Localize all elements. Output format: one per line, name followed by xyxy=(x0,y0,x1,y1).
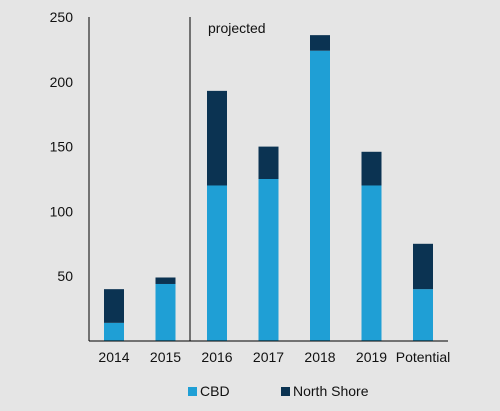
legend: CBD North Shore xyxy=(188,383,369,399)
x-tick-labels: 2014 2015 2016 2017 2018 2019 Potential xyxy=(98,349,450,365)
bar-north-shore-potential xyxy=(413,243,433,290)
bar-north-shore-2017 xyxy=(258,146,279,179)
bar-cbd-2015 xyxy=(155,283,176,341)
bar-cbd-2018 xyxy=(310,50,330,342)
x-tick-label: 2015 xyxy=(150,349,181,365)
bar-cbd-potential xyxy=(413,289,433,341)
bar-cbd-2014 xyxy=(104,322,124,341)
x-tick-label: 2019 xyxy=(356,349,387,365)
x-tick-label: Potential xyxy=(396,349,450,365)
y-tick-label: 200 xyxy=(50,74,74,90)
bar-north-shore-2019 xyxy=(361,151,382,186)
y-tick-label: 150 xyxy=(50,139,74,155)
legend-label-cbd: CBD xyxy=(200,383,230,399)
x-tick-label: 2016 xyxy=(201,349,232,365)
bar-cbd-2017 xyxy=(258,179,279,341)
y-tick-label: 100 xyxy=(50,203,74,219)
y-tick-labels: 50 100 150 200 250 xyxy=(50,9,74,284)
bar-north-shore-2018 xyxy=(310,35,330,51)
bar-cbd-2019 xyxy=(361,185,382,341)
bar-north-shore-2014 xyxy=(104,289,124,323)
bar-north-shore-2015 xyxy=(155,277,176,284)
y-tick-label: 250 xyxy=(50,9,74,25)
x-tick-label: 2018 xyxy=(304,349,335,365)
projected-annotation: projected xyxy=(208,20,266,36)
x-tick-label: 2017 xyxy=(253,349,284,365)
y-tick-label: 50 xyxy=(57,268,73,284)
bar-cbd-2016 xyxy=(207,185,227,341)
bar-north-shore-2016 xyxy=(207,90,227,186)
bars xyxy=(104,35,433,342)
legend-swatch-cbd xyxy=(188,387,197,396)
legend-swatch-north-shore xyxy=(281,387,290,396)
axes xyxy=(88,17,448,342)
legend-label-north-shore: North Shore xyxy=(293,383,369,399)
x-tick-label: 2014 xyxy=(98,349,129,365)
